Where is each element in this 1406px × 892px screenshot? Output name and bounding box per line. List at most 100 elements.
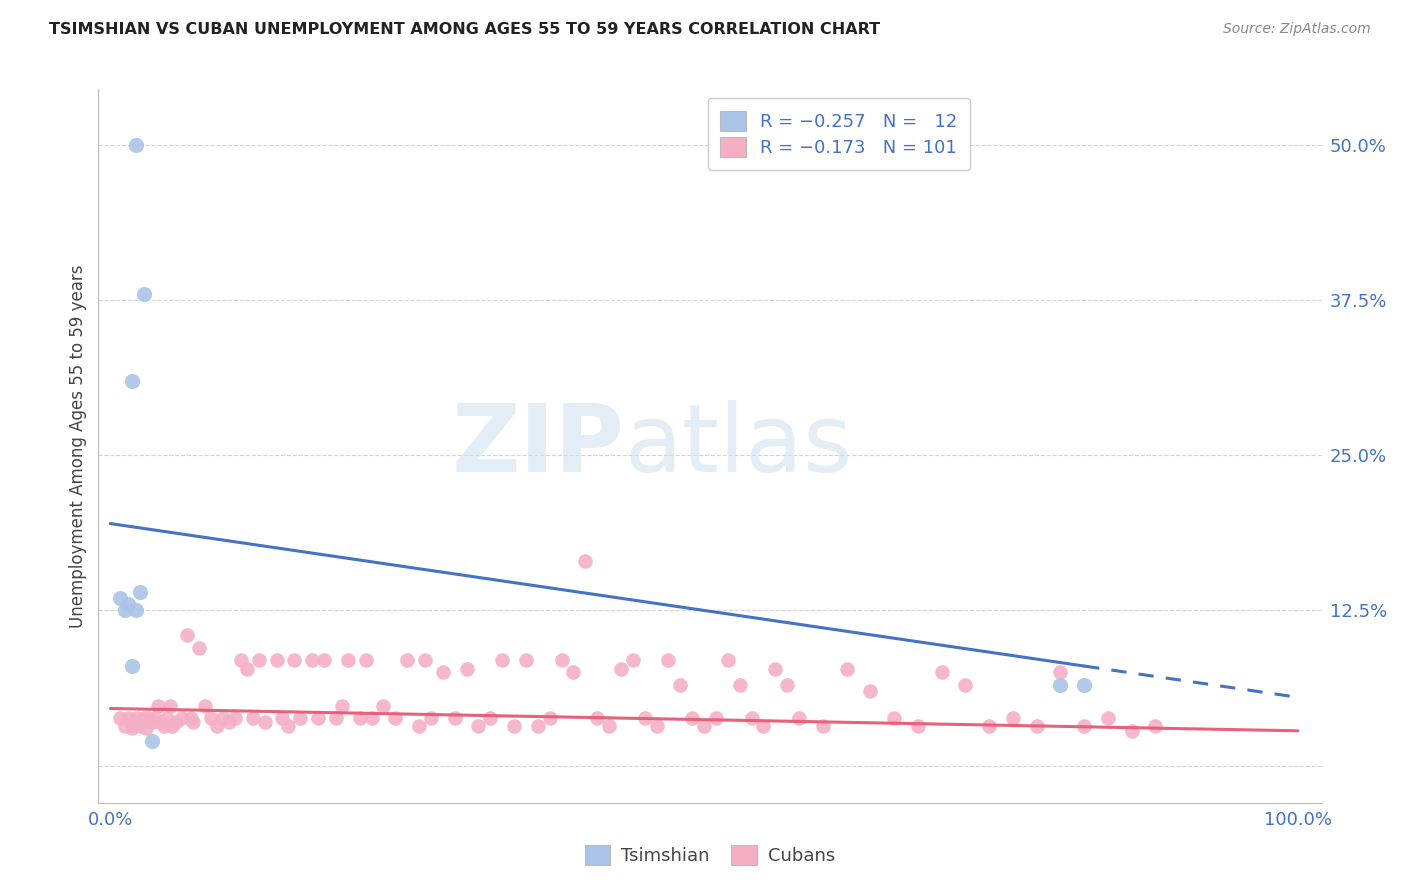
Y-axis label: Unemployment Among Ages 55 to 59 years: Unemployment Among Ages 55 to 59 years [69,264,87,628]
Point [229,653,252,667]
Point [194,698,217,713]
Point [527,719,550,733]
Point [146,698,169,713]
Point [408,719,430,733]
Point [443,711,465,725]
Point [1073,678,1095,692]
Point [336,653,359,667]
Point [205,719,228,733]
Point [645,719,668,733]
Point [1144,719,1167,733]
Point [515,653,537,667]
Point [141,733,163,747]
Point [1001,711,1024,725]
Text: ZIP: ZIP [451,400,624,492]
Point [176,628,198,642]
Point [301,653,323,667]
Point [681,711,703,725]
Point [330,698,353,713]
Point [312,653,335,667]
Text: Source: ZipAtlas.com: Source: ZipAtlas.com [1223,22,1371,37]
Point [931,665,953,680]
Point [467,719,489,733]
Point [1073,719,1095,733]
Point [180,711,202,725]
Point [114,719,136,733]
Point [610,662,633,676]
Point [741,711,763,725]
Point [170,711,193,725]
Point [413,653,436,667]
Point [156,711,179,725]
Point [574,554,596,568]
Point [704,711,727,725]
Point [132,711,155,725]
Point [188,640,211,655]
Point [396,653,419,667]
Point [491,653,513,667]
Point [717,653,740,667]
Point [125,603,148,617]
Point [218,715,240,730]
Point [955,678,977,692]
Point [121,659,143,673]
Point [763,662,786,676]
Point [1025,719,1047,733]
Point [432,665,454,680]
Point [283,653,305,667]
Text: atlas: atlas [624,400,852,492]
Point [776,678,799,692]
Point [384,711,406,725]
Point [1049,678,1071,692]
Point [479,711,502,725]
Point [277,719,299,733]
Point [253,715,276,730]
Point [236,662,259,676]
Point [907,719,929,733]
Point [141,715,163,730]
Point [132,287,155,301]
Point [247,653,270,667]
Point [752,719,775,733]
Point [538,711,561,725]
Point [598,719,620,733]
Point [136,711,159,725]
Point [456,662,478,676]
Point [657,653,679,667]
Point [693,719,716,733]
Point [183,715,205,730]
Point [224,711,246,725]
Point [165,715,187,730]
Point [135,722,157,736]
Point [114,603,136,617]
Point [354,653,377,667]
Point [550,653,572,667]
Point [373,698,395,713]
Point [307,711,329,725]
Point [586,711,609,725]
Point [125,711,148,725]
Point [160,719,183,733]
Point [200,711,222,725]
Point [149,715,172,730]
Point [325,711,347,725]
Point [503,719,526,733]
Point [125,138,148,153]
Point [562,665,585,680]
Point [1097,711,1119,725]
Point [728,678,751,692]
Point [1121,723,1143,738]
Point [859,684,882,698]
Point [212,711,235,725]
Legend: Tsimshian, Cubans: Tsimshian, Cubans [578,838,842,872]
Point [271,711,294,725]
Point [121,374,143,388]
Point [360,711,382,725]
Point [634,711,657,725]
Point [811,719,834,733]
Point [290,711,312,725]
Point [117,711,139,725]
Point [621,653,644,667]
Point [242,711,264,725]
Point [108,591,131,605]
